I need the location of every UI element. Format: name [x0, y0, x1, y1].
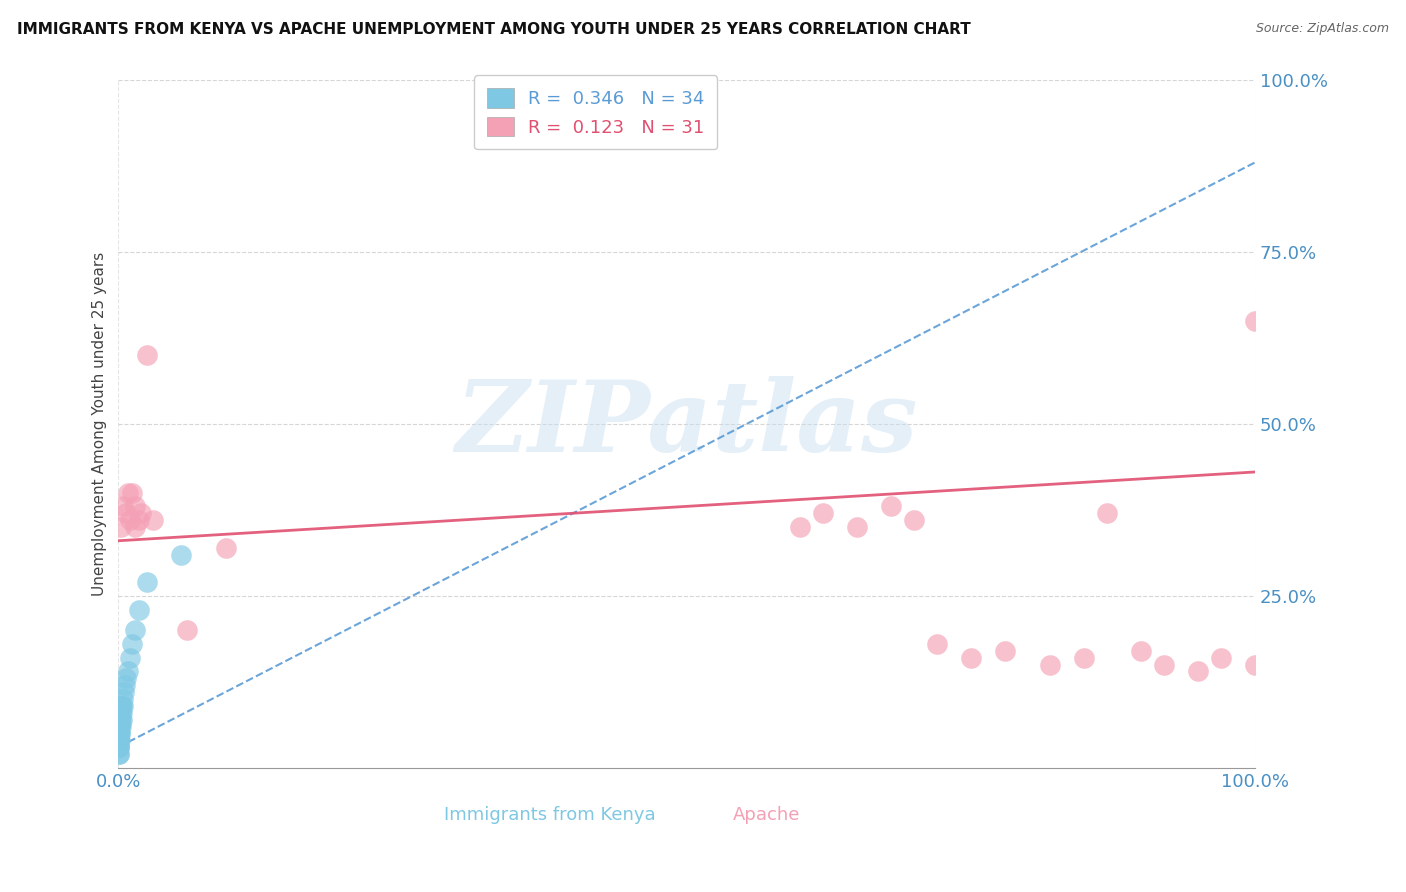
Point [115, 671, 138, 685]
Y-axis label: Unemployment Among Youth under 25 years: Unemployment Among Youth under 25 years [93, 252, 107, 596]
Point [108, 719, 131, 733]
Point [124, 500, 146, 514]
Text: Apache: Apache [733, 805, 800, 823]
Point [129, 506, 152, 520]
Point [1130, 644, 1153, 658]
Point [170, 548, 193, 562]
Point [124, 623, 146, 637]
Point [135, 348, 157, 362]
Text: ZIPatlas: ZIPatlas [456, 376, 918, 472]
Point [108, 740, 131, 755]
Point [108, 733, 131, 747]
Point [994, 644, 1017, 658]
Point [111, 706, 134, 720]
Point [114, 678, 136, 692]
Point [959, 650, 981, 665]
Point [1073, 650, 1095, 665]
Point [108, 747, 131, 761]
Point [108, 740, 131, 755]
Point [880, 500, 903, 514]
Point [111, 713, 134, 727]
Point [135, 574, 157, 589]
Text: Source: ZipAtlas.com: Source: ZipAtlas.com [1256, 22, 1389, 36]
Point [117, 665, 139, 679]
Point [124, 520, 146, 534]
Point [903, 513, 925, 527]
Point [811, 506, 834, 520]
Point [176, 623, 198, 637]
Point [117, 485, 139, 500]
Text: IMMIGRANTS FROM KENYA VS APACHE UNEMPLOYMENT AMONG YOUTH UNDER 25 YEARS CORRELAT: IMMIGRANTS FROM KENYA VS APACHE UNEMPLOY… [17, 22, 970, 37]
Point [111, 692, 134, 706]
Point [115, 506, 138, 520]
Point [121, 485, 143, 500]
Point [108, 713, 131, 727]
Point [215, 541, 238, 555]
Point [107, 740, 129, 755]
Point [128, 513, 150, 527]
Point [111, 698, 134, 713]
Point [108, 719, 131, 733]
Point [108, 733, 131, 747]
Text: Immigrants from Kenya: Immigrants from Kenya [444, 805, 657, 823]
Point [1039, 657, 1062, 672]
Point [118, 513, 141, 527]
Point [108, 733, 131, 747]
Point [1244, 657, 1267, 672]
Point [121, 637, 143, 651]
Point [1095, 506, 1118, 520]
Legend: R =  0.346   N = 34, R =  0.123   N = 31: R = 0.346 N = 34, R = 0.123 N = 31 [474, 75, 717, 149]
Point [112, 685, 135, 699]
Point [110, 698, 132, 713]
Point [110, 713, 132, 727]
Point [108, 726, 131, 740]
Point [108, 726, 131, 740]
Point [110, 706, 132, 720]
Point [141, 513, 163, 527]
Point [108, 726, 131, 740]
Point [111, 500, 134, 514]
Point [110, 520, 132, 534]
Point [1153, 657, 1175, 672]
Point [110, 719, 132, 733]
Point [128, 602, 150, 616]
Point [1187, 665, 1209, 679]
Point [118, 650, 141, 665]
Point [1244, 314, 1267, 328]
Point [111, 698, 134, 713]
Point [846, 520, 869, 534]
Point [925, 637, 948, 651]
Point [1209, 650, 1232, 665]
Point [108, 733, 131, 747]
Point [107, 747, 129, 761]
Point [789, 520, 811, 534]
